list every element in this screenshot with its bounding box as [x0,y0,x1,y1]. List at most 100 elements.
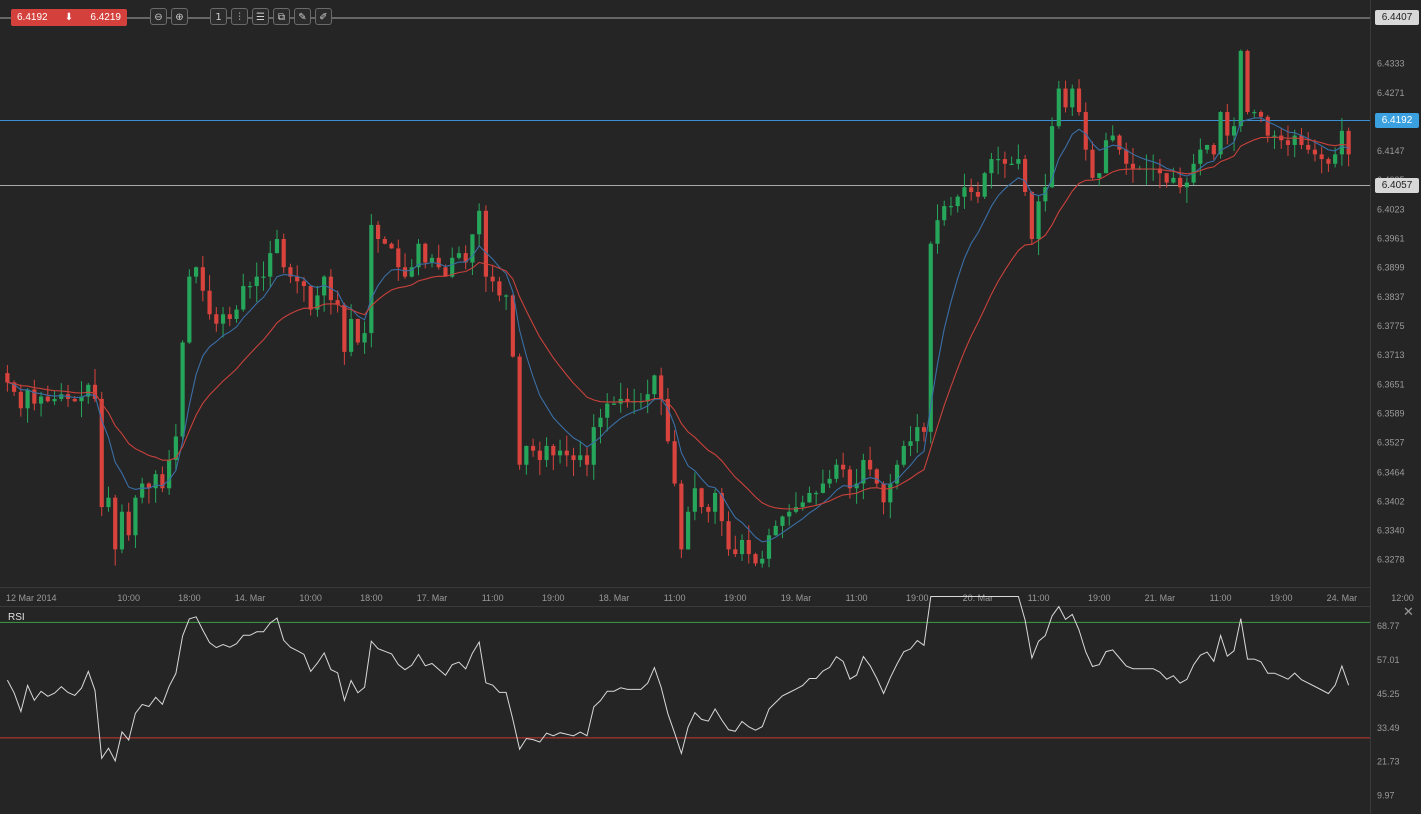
x-tick-label: 12:00 [1391,593,1414,603]
candle-body [402,267,408,277]
indicators-button[interactable]: ☰ [252,8,269,25]
candle-body [274,239,280,254]
candle-body [625,398,630,402]
candle-body [497,281,502,296]
candle-body [214,314,219,324]
x-tick-label: 12 Mar 2014 [6,593,57,603]
candle-body [396,248,401,268]
candle-body [1225,112,1230,136]
candle-body [807,492,812,503]
y-tick-label: 6.3961 [1377,234,1405,244]
candle-body [773,525,778,536]
candle-body [1029,191,1034,240]
candle-body [220,314,226,324]
x-tick-label: 20. Mar [963,593,994,603]
y-tick-label: 6.3527 [1377,438,1405,448]
timeframe-button[interactable]: 1 [210,8,227,25]
draw-button[interactable]: ✐ [315,8,332,25]
candle-body [99,398,104,508]
candle-body [1023,159,1028,192]
candle-body [598,417,603,428]
rsi-line [6,596,1350,763]
candle-body [1306,144,1311,150]
x-tick-label: 11:00 [846,593,868,603]
candle-body [665,398,670,442]
candle-body [564,450,569,456]
quote-badge[interactable]: 6.4192 ⬇ 6.4219 [11,9,127,26]
candle-body [133,497,138,536]
candle-body [1285,140,1291,145]
candle-body [969,187,974,192]
candle-body [126,511,131,536]
candle-body [659,375,664,399]
candle-body [1083,112,1088,150]
candle-body [739,539,745,555]
y-tick-label: 6.3899 [1377,263,1405,273]
candle-body [234,309,239,319]
candle-body [369,224,374,334]
candle-body [955,196,960,207]
candle-body [288,267,293,277]
price-tag-high: 6.4407 [1375,10,1419,25]
chart-type-button[interactable]: ⫶ [231,8,248,25]
candle-body [25,389,30,409]
y-tick-label: 6.4023 [1377,204,1405,214]
candle-body [349,318,354,352]
candle-body [1184,182,1189,188]
candle-body [227,314,232,319]
candle-body [921,427,927,432]
y-tick-label: 6.3589 [1377,408,1405,418]
candle-body [948,206,954,208]
candle-body [605,403,610,418]
pencil-icon: ✐ [319,12,328,23]
price-tag-low: 6.4057 [1375,178,1419,193]
candle-body [355,318,360,343]
ema-slow-line [7,136,1349,510]
candle-body [113,497,118,550]
candle-body [200,267,205,291]
x-tick-label: 10:00 [299,593,322,603]
close-icon[interactable]: ✕ [1403,604,1414,619]
candle-body [793,507,799,512]
rsi-tick-label: 68.77 [1377,621,1400,631]
candle-body [894,464,900,484]
candle-body [79,396,84,402]
candle-body [92,384,98,399]
candle-body [38,396,44,404]
candle-body [787,511,792,517]
candle-body [261,276,266,278]
candles-icon: ⫶ [238,12,241,23]
candle-body [1090,149,1095,178]
candle-body [1333,154,1338,164]
copy-button[interactable]: ⧉ [273,8,290,25]
y-tick-label: 6.3713 [1377,350,1405,360]
x-tick-label: 11:00 [482,593,504,603]
candle-body [1339,130,1344,155]
x-tick-label: 19:00 [1088,593,1111,603]
x-tick-label: 19:00 [906,593,929,603]
candle-body [841,464,846,470]
candle-body [901,445,906,465]
candle-body [72,398,77,402]
zoom-out-button[interactable]: ⊖ [150,8,167,25]
candle-body [1326,159,1331,164]
candle-body [1272,135,1277,137]
zoom-out-icon: ⊖ [154,12,163,23]
candle-body [557,450,563,456]
candle-body [1171,177,1176,183]
edit-button[interactable]: ✎ [294,8,311,25]
zoom-in-button[interactable]: ⊕ [171,8,188,25]
candle-body [1124,149,1129,164]
candle-body [483,210,488,277]
candle-body [1043,187,1048,202]
arrow-down-icon: ⬇ [64,12,74,23]
y-tick-label: 6.3837 [1377,292,1405,302]
candle-body [429,257,435,263]
candle-body [827,478,832,484]
candle-body [423,243,428,263]
copy-icon: ⧉ [277,12,286,23]
candle-body [470,234,475,263]
candle-body [712,492,718,512]
candle-body [1245,50,1250,113]
